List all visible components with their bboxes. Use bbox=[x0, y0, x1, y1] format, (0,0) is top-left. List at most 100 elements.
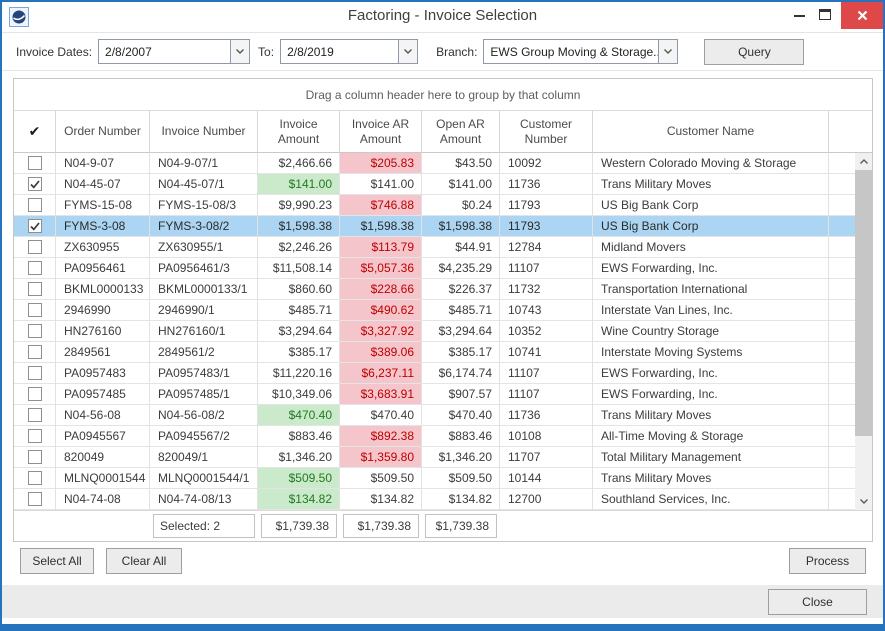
row-checkbox[interactable] bbox=[27, 303, 42, 317]
branch-select[interactable]: EWS Group Moving & Storage... bbox=[483, 39, 679, 64]
table-row[interactable]: PA0945567 PA0945567/2 $883.46 $892.38 $883.4… bbox=[14, 426, 872, 447]
row-checkbox[interactable] bbox=[27, 219, 42, 233]
scroll-down-button[interactable] bbox=[855, 493, 872, 510]
cell-filler bbox=[829, 237, 872, 258]
cell-invoice-ar-amount: $892.38 bbox=[340, 426, 422, 447]
table-row[interactable]: PA0956461 PA0956461/3 $11,508.14 $5,057.36 $… bbox=[14, 258, 872, 279]
row-checkbox[interactable] bbox=[27, 429, 42, 443]
cell-customer-number: 12784 bbox=[500, 237, 593, 258]
cell-invoice-ar-amount: $1,598.38 bbox=[340, 216, 422, 237]
table-row[interactable]: N04-45-07 N04-45-07/1 $141.00 $141.00 $141.0… bbox=[14, 174, 872, 195]
table-row[interactable]: 2946990 2946990/1 $485.71 $490.62 $485.71 107… bbox=[14, 300, 872, 321]
checkbox-cell bbox=[14, 447, 56, 468]
row-checkbox[interactable] bbox=[27, 261, 42, 275]
row-checkbox[interactable] bbox=[27, 345, 42, 359]
row-checkbox[interactable] bbox=[27, 408, 42, 422]
table-row[interactable]: 2849561 2849561/2 $385.17 $389.06 $385.17 107… bbox=[14, 342, 872, 363]
cell-invoice-number: MLNQ0001544/1 bbox=[150, 468, 258, 489]
col-header-invoice-amount[interactable]: Invoice Amount bbox=[258, 111, 340, 153]
table-row[interactable]: N04-74-08 N04-74-08/13 $134.82 $134.82 $134.… bbox=[14, 489, 872, 510]
table-row[interactable]: PA0957483 PA0957483/1 $11,220.16 $6,237.11 $… bbox=[14, 363, 872, 384]
clear-all-button[interactable]: Clear All bbox=[106, 548, 182, 574]
table-row[interactable]: FYMS-3-08 FYMS-3-08/2 $1,598.38 $1,598.38 $1… bbox=[14, 216, 872, 237]
row-checkbox[interactable] bbox=[27, 492, 42, 506]
cell-filler bbox=[829, 153, 872, 174]
row-checkbox[interactable] bbox=[27, 387, 42, 401]
vertical-scrollbar[interactable] bbox=[855, 153, 872, 510]
cell-filler bbox=[829, 468, 872, 489]
table-row[interactable]: HN276160 HN276160/1 $3,294.64 $3,327.92 $3,2… bbox=[14, 321, 872, 342]
app-logo-icon[interactable] bbox=[9, 7, 29, 27]
cell-customer-name: Total Military Management bbox=[593, 447, 829, 468]
cell-open-ar-amount: $4,235.29 bbox=[422, 258, 500, 279]
table-row[interactable]: N04-9-07 N04-9-07/1 $2,466.66 $205.83 $43.50… bbox=[14, 153, 872, 174]
cell-invoice-amount: $3,294.64 bbox=[258, 321, 340, 342]
cell-customer-name: EWS Forwarding, Inc. bbox=[593, 363, 829, 384]
globe-icon bbox=[12, 10, 26, 24]
table-row[interactable]: ZX630955 ZX630955/1 $2,246.26 $113.79 $44.91… bbox=[14, 237, 872, 258]
row-checkbox[interactable] bbox=[27, 156, 42, 170]
col-header-filler bbox=[829, 111, 872, 153]
table-row[interactable]: 820049 820049/1 $1,346.20 $1,359.80 $1,346.2… bbox=[14, 447, 872, 468]
date-from-picker[interactable]: 2/8/2007 bbox=[98, 39, 251, 64]
cell-customer-name: All-Time Moving & Storage bbox=[593, 426, 829, 447]
close-window-button[interactable] bbox=[841, 2, 883, 29]
select-all-button[interactable]: Select All bbox=[20, 548, 94, 574]
checkmark-icon: ✔ bbox=[28, 122, 41, 139]
row-checkbox[interactable] bbox=[27, 450, 42, 464]
cell-open-ar-amount: $141.00 bbox=[422, 174, 500, 195]
table-row[interactable]: FYMS-15-08 FYMS-15-08/3 $9,990.23 $746.88 $0… bbox=[14, 195, 872, 216]
chevron-down-icon bbox=[404, 49, 413, 54]
col-header-open-ar-amount[interactable]: Open AR Amount bbox=[422, 111, 500, 153]
cell-invoice-number: PA0945567/2 bbox=[150, 426, 258, 447]
col-header-order-number[interactable]: Order Number bbox=[56, 111, 150, 153]
invoice-dates-label: Invoice Dates: bbox=[16, 44, 93, 59]
cell-order-number: FYMS-15-08 bbox=[56, 195, 150, 216]
close-button[interactable]: Close bbox=[768, 589, 867, 615]
cell-filler bbox=[829, 405, 872, 426]
cell-open-ar-amount: $226.37 bbox=[422, 279, 500, 300]
cell-invoice-amount: $485.71 bbox=[258, 300, 340, 321]
row-checkbox[interactable] bbox=[27, 471, 42, 485]
process-button[interactable]: Process bbox=[789, 548, 866, 574]
cell-filler bbox=[829, 321, 872, 342]
date-to-dropdown-button[interactable] bbox=[398, 40, 418, 63]
col-header-customer-name[interactable]: Customer Name bbox=[593, 111, 829, 153]
group-by-drop-zone: Drag a column header here to group by th… bbox=[14, 79, 872, 111]
row-checkbox[interactable] bbox=[27, 366, 42, 380]
cell-invoice-amount: $883.46 bbox=[258, 426, 340, 447]
row-checkbox[interactable] bbox=[27, 198, 42, 212]
table-row[interactable]: MLNQ0001544 MLNQ0001544/1 $509.50 $509.50 $5… bbox=[14, 468, 872, 489]
cell-customer-number: 11736 bbox=[500, 174, 593, 195]
col-header-invoice-number[interactable]: Invoice Number bbox=[150, 111, 258, 153]
branch-dropdown-button[interactable] bbox=[658, 40, 678, 63]
date-to-picker[interactable]: 2/8/2019 bbox=[280, 39, 419, 64]
col-header-invoice-ar-amount[interactable]: Invoice AR Amount bbox=[340, 111, 422, 153]
row-checkbox[interactable] bbox=[27, 240, 42, 254]
query-button[interactable]: Query bbox=[704, 38, 805, 65]
table-row[interactable]: PA0957485 PA0957485/1 $10,349.06 $3,683.91 $… bbox=[14, 384, 872, 405]
cell-invoice-number: N04-56-08/2 bbox=[150, 405, 258, 426]
cell-invoice-number: HN276160/1 bbox=[150, 321, 258, 342]
scrollbar-thumb[interactable] bbox=[855, 170, 872, 436]
scroll-up-button[interactable] bbox=[855, 153, 872, 170]
row-checkbox[interactable] bbox=[27, 324, 42, 338]
select-column-header[interactable]: ✔ bbox=[14, 111, 56, 153]
cell-invoice-amount: $134.82 bbox=[258, 489, 340, 510]
checkbox-cell bbox=[14, 405, 56, 426]
checkbox-cell bbox=[14, 216, 56, 237]
cell-customer-number: 11107 bbox=[500, 363, 593, 384]
maximize-button[interactable] bbox=[819, 9, 831, 20]
date-from-dropdown-button[interactable] bbox=[230, 40, 250, 63]
col-header-customer-number[interactable]: Customer Number bbox=[500, 111, 593, 153]
row-checkbox[interactable] bbox=[27, 282, 42, 296]
cell-customer-number: 11107 bbox=[500, 258, 593, 279]
cell-customer-number: 12700 bbox=[500, 489, 593, 510]
table-row[interactable]: N04-56-08 N04-56-08/2 $470.40 $470.40 $470.4… bbox=[14, 405, 872, 426]
cell-customer-name: US Big Bank Corp bbox=[593, 216, 829, 237]
row-checkbox[interactable] bbox=[27, 177, 42, 191]
cell-invoice-number: FYMS-15-08/3 bbox=[150, 195, 258, 216]
minimize-button[interactable] bbox=[794, 15, 805, 17]
table-row[interactable]: BKML0000133 BKML0000133/1 $860.60 $228.66 $2… bbox=[14, 279, 872, 300]
